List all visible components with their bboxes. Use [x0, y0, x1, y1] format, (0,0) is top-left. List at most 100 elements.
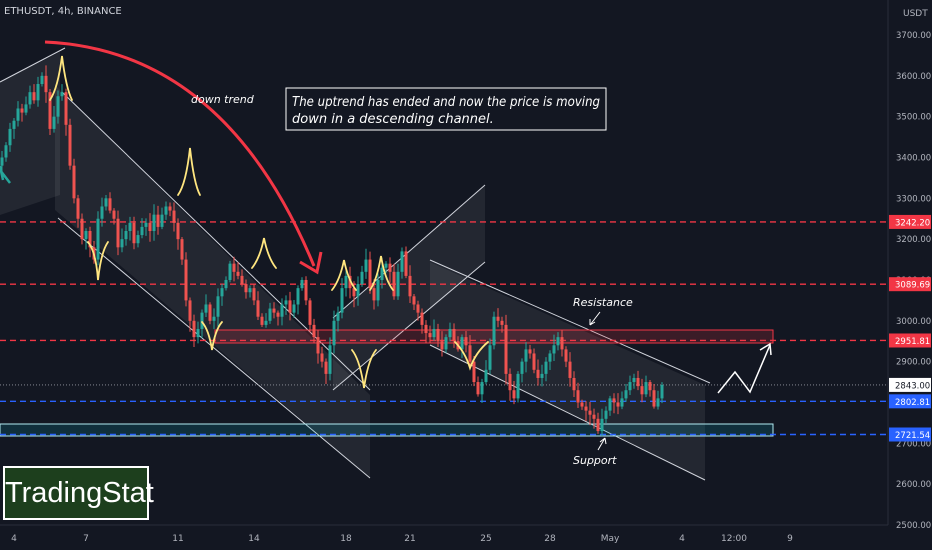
candle [608, 395, 612, 416]
candle-body [24, 104, 28, 113]
candle-body [204, 304, 208, 313]
candle-body [232, 263, 236, 272]
candle [216, 288, 220, 327]
candle [36, 76, 40, 107]
candle [620, 391, 624, 410]
descending-channel-2-upper [429, 259, 711, 384]
candle [416, 300, 420, 321]
candle [588, 401, 592, 426]
candle-body [604, 410, 608, 419]
candle-body [48, 92, 52, 129]
swing-low-mark-3 [351, 349, 377, 389]
candle-body [188, 300, 192, 321]
candle-body [120, 239, 124, 248]
candle-body [436, 328, 440, 342]
candle [132, 216, 136, 250]
descending-channel-2-lower [429, 344, 706, 481]
candle-body [32, 92, 36, 101]
horizontal-levels [0, 221, 888, 436]
candle-body [356, 284, 360, 297]
candle [272, 302, 276, 319]
candle-body [248, 288, 252, 293]
candle [100, 197, 104, 227]
candle [408, 265, 412, 303]
candle-body [412, 296, 416, 305]
price-axis[interactable]: 2500.002600.002700.002800.002900.003000.… [889, 31, 931, 531]
swing-marks [49, 55, 489, 389]
down-trend-arrow [44, 40, 316, 267]
candle [480, 378, 484, 403]
candle [384, 261, 388, 274]
candle-body [576, 390, 580, 403]
candle-body [560, 337, 564, 350]
candle [128, 216, 132, 241]
candle [136, 230, 140, 248]
candle [592, 408, 596, 429]
candle [560, 330, 564, 357]
candle-body [404, 251, 408, 276]
candle [628, 375, 632, 396]
x-tick-label: 28 [544, 534, 556, 544]
candle-body [216, 296, 220, 317]
candle-body [488, 345, 492, 370]
candle [344, 269, 348, 297]
candle [528, 344, 532, 359]
candle [428, 325, 432, 343]
candle-body [524, 349, 528, 362]
candle [160, 207, 164, 230]
candle-body [428, 333, 432, 338]
candle-body [564, 349, 568, 362]
down-trend-arrowhead [299, 251, 323, 275]
candle-body [652, 390, 656, 407]
candle-body [44, 75, 48, 93]
swing-high-mark-3 [251, 237, 277, 269]
candle [108, 192, 112, 214]
projection-path [717, 344, 771, 394]
candle-body [600, 418, 604, 432]
candle [88, 226, 92, 258]
candle [632, 373, 636, 389]
level-price-tag-text: 2802.81 [895, 398, 930, 408]
candle [316, 330, 320, 364]
candle [12, 117, 16, 139]
candle [636, 370, 640, 391]
candle [180, 237, 184, 265]
candle [72, 158, 76, 204]
candle-body [584, 406, 588, 411]
candle-body [476, 382, 480, 395]
candle-body [432, 328, 436, 338]
candle [52, 106, 56, 133]
candle [324, 358, 328, 385]
candle [40, 72, 44, 87]
descending-channel-1-shade [55, 85, 370, 478]
candle [312, 318, 316, 343]
candle-body [200, 312, 204, 329]
candle-body [76, 198, 80, 219]
candle [192, 314, 196, 348]
candle [20, 103, 24, 122]
currency-label: USDT [903, 9, 928, 19]
candle [204, 294, 208, 318]
candle [4, 142, 8, 162]
candle-body [144, 222, 148, 227]
candle [612, 393, 616, 414]
candle [208, 302, 212, 325]
symbol-label: ETHUSDT, 4h, BINANCE [4, 6, 122, 17]
candle [184, 252, 188, 307]
candle-body [516, 373, 520, 399]
candle-body [344, 275, 348, 289]
candle-body [532, 353, 536, 370]
candle [188, 297, 192, 332]
time-axis[interactable]: 4 7 11 14 18 21 25 28 May 4 12:00 9 [11, 534, 793, 544]
candle-body [316, 337, 320, 354]
candle-body [616, 402, 620, 407]
y-tick-label: 3600.00 [896, 72, 931, 82]
candle [576, 382, 580, 408]
candle-body [608, 398, 612, 411]
swing-high-mark-1 [49, 55, 73, 101]
candle [432, 319, 436, 341]
candle-body [208, 304, 212, 321]
swing-low-mark-2 [201, 321, 223, 351]
candle-body [116, 218, 120, 248]
